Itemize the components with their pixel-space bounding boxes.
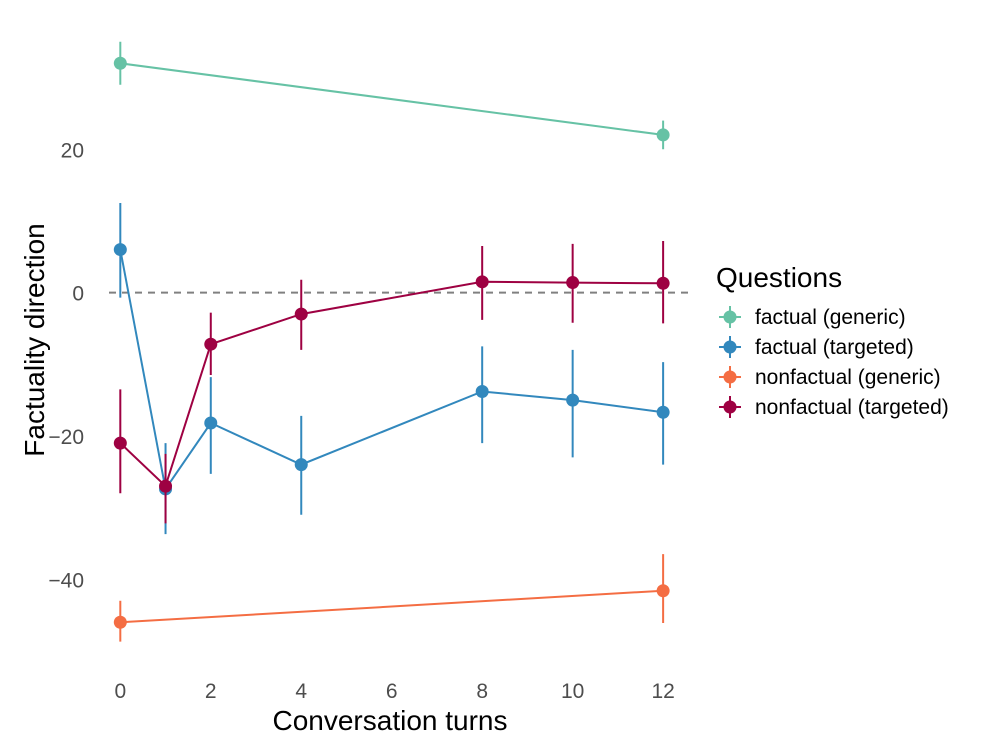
x-axis: 0 2 4 6 8 10 12 <box>114 680 674 703</box>
data-point <box>656 128 670 142</box>
data-point <box>294 458 308 472</box>
legend-item: factual (targeted) <box>719 336 914 359</box>
data-point <box>204 416 218 430</box>
data-point <box>656 276 670 290</box>
legend-item: nonfactual (generic) <box>719 366 941 389</box>
data-point <box>566 393 580 407</box>
data-point <box>294 307 308 321</box>
data-point <box>113 56 127 70</box>
series-factual-targeted <box>113 203 670 535</box>
legend-key-point <box>723 370 737 384</box>
legend-label: factual (targeted) <box>755 336 914 359</box>
series-nonfactual-targeted <box>113 240 670 524</box>
series-line <box>120 62 664 136</box>
data-point <box>475 384 489 398</box>
x-axis-title: Conversation turns <box>272 705 507 736</box>
legend-key-point <box>723 400 737 414</box>
x-tick-label: 0 <box>114 680 126 703</box>
data-point <box>566 276 580 290</box>
data-point <box>475 275 489 289</box>
legend-item: nonfactual (targeted) <box>719 396 949 419</box>
data-point <box>113 615 127 629</box>
x-tick-label: 6 <box>386 680 398 703</box>
y-tick-label: −20 <box>48 426 84 449</box>
legend-label: nonfactual (targeted) <box>755 396 949 419</box>
x-tick-label: 8 <box>476 680 488 703</box>
legend-title: Questions <box>716 262 842 293</box>
series-line <box>119 249 664 492</box>
data-point <box>656 584 670 598</box>
data-point <box>113 436 127 450</box>
y-axis: −40 −20 0 20 <box>48 139 84 592</box>
series-line <box>120 589 664 624</box>
data-point <box>656 405 670 419</box>
legend-label: nonfactual (generic) <box>755 366 941 389</box>
y-tick-label: −40 <box>48 569 84 592</box>
legend-key-point <box>723 340 737 354</box>
data-point <box>204 337 218 351</box>
plot-area <box>109 41 688 642</box>
y-tick-label: 0 <box>72 283 84 306</box>
legend-label: factual (generic) <box>755 306 906 329</box>
legend-key-point <box>723 310 737 324</box>
x-tick-label: 4 <box>295 680 307 703</box>
x-tick-label: 2 <box>205 680 217 703</box>
legend: Questions factual (generic) factual (targ… <box>716 262 949 419</box>
data-point <box>113 243 127 257</box>
y-axis-title: Factuality direction <box>19 223 50 456</box>
x-tick-label: 10 <box>561 680 584 703</box>
x-tick-label: 12 <box>651 680 674 703</box>
y-tick-label: 20 <box>61 139 84 162</box>
data-point <box>159 479 173 493</box>
legend-item: factual (generic) <box>719 306 906 329</box>
series-factual-generic <box>113 41 670 150</box>
series-line <box>119 280 664 488</box>
series-nonfactual-generic <box>113 554 670 642</box>
